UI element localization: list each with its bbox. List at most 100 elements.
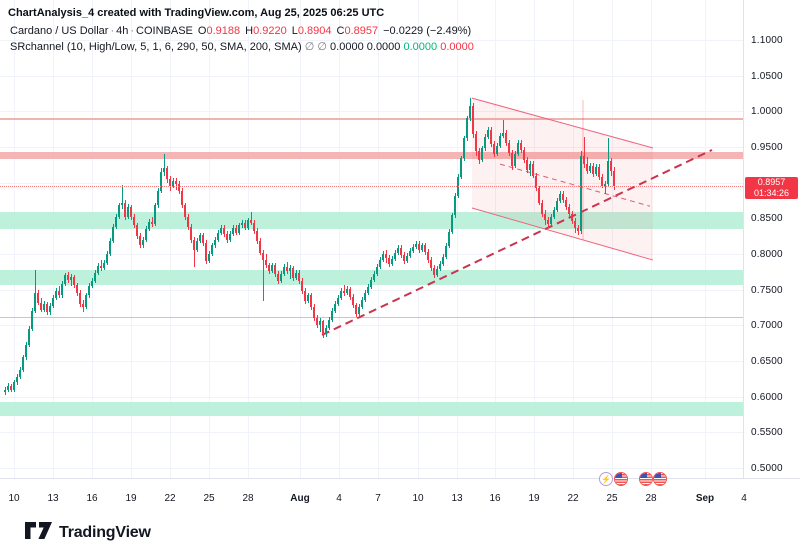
candle [504,132,508,143]
time-axis-label: 25 [203,493,215,504]
candle [144,229,148,240]
tradingview-logo-text: TradingView [59,524,151,541]
candle [525,159,529,170]
candle [507,142,511,153]
us-flag-stripes [640,473,652,485]
symbol-legend[interactable]: Cardano / US Dollar · 4h · COINBASE O0.9188 H0… [10,25,471,37]
candle-wick [34,269,36,314]
time-axis-label: 16 [86,493,98,504]
time-axis-label: 7 [375,493,381,504]
candle [369,279,373,287]
change-value: −0.0229 (−2.49%) [383,25,472,37]
candle-wick [100,260,102,272]
candle [93,273,97,282]
candle [360,299,364,307]
descending-channel-lower-line[interactable] [471,207,654,261]
candle [159,171,163,192]
descending-channel-fill[interactable] [472,98,653,261]
candle [459,158,463,177]
candle [180,191,184,206]
h-gridline [0,147,743,148]
tradingview-logo[interactable]: TradingView [25,522,151,544]
candle [24,345,28,358]
minor-falling-trendline-dashed[interactable] [499,163,651,207]
candle [594,166,598,175]
candlestick-plot[interactable] [0,0,743,478]
candle [414,244,418,247]
price-axis-label: 0.9500 [751,142,783,153]
symbol-interval: 4h [116,25,129,37]
candle [168,179,172,187]
candle [321,321,325,334]
candle [318,321,322,326]
candle [486,129,490,137]
candle [417,244,421,250]
indicator-legend[interactable]: SRchannel (10, High/Low, 5, 1, 6, 290, 5… [10,40,474,53]
economic-event-us-flag-icon[interactable] [614,472,628,486]
h-gridline [0,325,743,327]
time-axis-label: 22 [164,493,176,504]
candle-wick [262,249,264,302]
candle [600,176,604,186]
candle [174,181,178,185]
candle [45,303,49,313]
candle [282,266,286,274]
v-gridline [457,0,458,478]
time-axis[interactable]: 10 13 16 19 22 25 28 Aug 4 7 10 13 16 19 22 25 28 Sep 4 ⚡ [0,472,800,511]
low-value: 0.8904 [297,25,332,37]
candle [171,181,175,187]
candle [285,266,289,272]
time-axis-label: 4 [336,493,342,504]
candle [60,283,64,296]
candle [48,306,52,313]
descending-channel-upper-line[interactable] [471,97,654,149]
current-price-value: 0.8957 [757,177,786,187]
candle [435,268,439,275]
candle [189,226,193,240]
candle [96,266,100,274]
us-flag-canton [615,473,622,479]
candle [429,259,433,269]
price-axis[interactable]: 0.8957 01:34:26 1.1000 1.0500 1.0000 0.9500… [743,0,800,478]
candle [345,288,349,294]
h-gridline [0,432,743,434]
candle [426,251,430,260]
candle [87,286,91,296]
candle-wick [343,285,345,297]
candle [339,291,343,299]
candle-wick [289,265,291,279]
h-gridline [0,396,743,398]
candle-wick [70,273,72,287]
time-axis-label: 4 [741,493,747,504]
h-gridline [0,182,743,184]
candle [603,184,607,186]
candle [90,281,94,287]
open-label: O [197,25,207,37]
candle [612,171,616,186]
candle [582,155,586,165]
rising-trendline-dashed[interactable] [321,149,713,336]
economic-event-us-flag-icon[interactable] [653,472,667,486]
economic-event-lightning-icon[interactable]: ⚡ [599,472,613,486]
indicator-value-3: 0.0000 [403,41,438,53]
current-price-badge: 0.8957 01:34:26 [745,177,798,199]
time-axis-label: 10 [8,493,20,504]
v-gridline [378,0,379,478]
candle [279,273,283,282]
candle [342,291,346,294]
time-axis-label: 28 [242,493,254,504]
indicator-phi: ∅ [317,41,327,53]
economic-event-us-flag-icon[interactable] [639,472,653,486]
time-axis-label: 25 [606,493,618,504]
indicator-value-4: 0.0000 [440,41,474,53]
candle [405,256,409,262]
candle [72,276,76,286]
v-gridline [300,0,301,478]
candle [402,254,406,262]
candle [483,137,487,149]
candle [201,235,205,244]
candle [132,216,136,226]
candle [273,265,277,274]
candle [543,214,547,220]
candle [306,295,310,302]
